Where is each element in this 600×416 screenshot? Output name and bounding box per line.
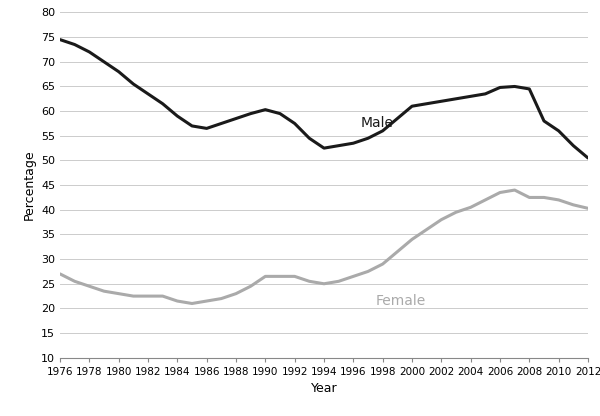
X-axis label: Year: Year — [311, 382, 337, 395]
Y-axis label: Percentage: Percentage — [22, 150, 35, 220]
Text: Female: Female — [376, 294, 425, 308]
Text: Male: Male — [361, 116, 394, 131]
